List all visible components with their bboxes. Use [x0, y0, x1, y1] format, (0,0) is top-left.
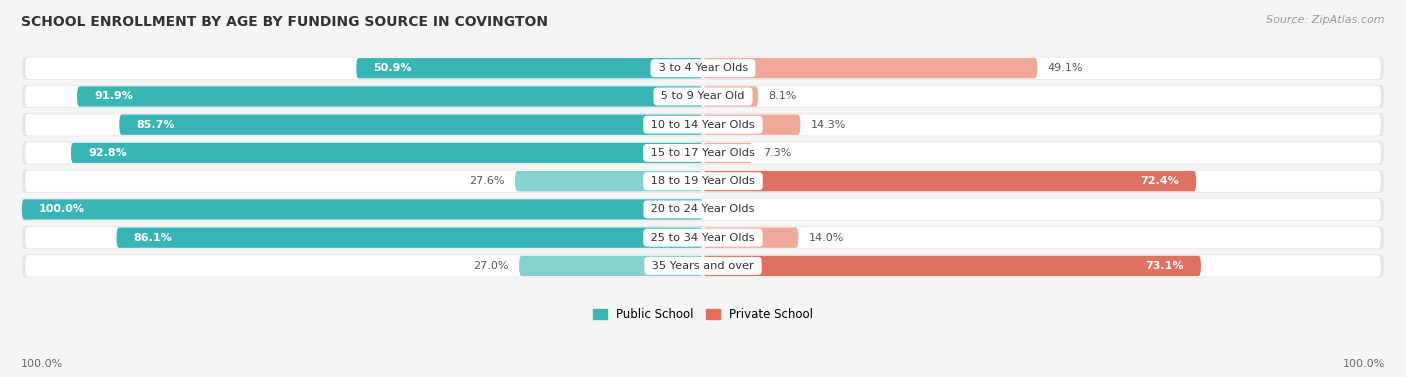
FancyBboxPatch shape [25, 86, 1381, 107]
Text: SCHOOL ENROLLMENT BY AGE BY FUNDING SOURCE IN COVINGTON: SCHOOL ENROLLMENT BY AGE BY FUNDING SOUR… [21, 15, 548, 29]
FancyBboxPatch shape [703, 58, 1038, 78]
Text: 15 to 17 Year Olds: 15 to 17 Year Olds [647, 148, 759, 158]
FancyBboxPatch shape [22, 85, 1384, 108]
FancyBboxPatch shape [22, 113, 1384, 136]
Text: Source: ZipAtlas.com: Source: ZipAtlas.com [1267, 15, 1385, 25]
FancyBboxPatch shape [519, 256, 703, 276]
FancyBboxPatch shape [703, 256, 1201, 276]
Text: 73.1%: 73.1% [1146, 261, 1184, 271]
Text: 49.1%: 49.1% [1047, 63, 1083, 73]
FancyBboxPatch shape [22, 141, 1384, 164]
FancyBboxPatch shape [356, 58, 703, 78]
Text: 20 to 24 Year Olds: 20 to 24 Year Olds [647, 204, 759, 215]
FancyBboxPatch shape [70, 143, 703, 163]
Legend: Public School, Private School: Public School, Private School [588, 303, 818, 326]
Text: 86.1%: 86.1% [134, 233, 173, 243]
FancyBboxPatch shape [22, 254, 1384, 277]
FancyBboxPatch shape [77, 86, 703, 107]
FancyBboxPatch shape [703, 115, 800, 135]
Text: 35 Years and over: 35 Years and over [648, 261, 758, 271]
Text: 91.9%: 91.9% [94, 92, 134, 101]
Text: 100.0%: 100.0% [21, 359, 63, 369]
Text: 100.0%: 100.0% [39, 204, 84, 215]
Text: 8.1%: 8.1% [769, 92, 797, 101]
Text: 27.0%: 27.0% [474, 261, 509, 271]
Text: 10 to 14 Year Olds: 10 to 14 Year Olds [647, 120, 759, 130]
Text: 50.9%: 50.9% [374, 63, 412, 73]
FancyBboxPatch shape [22, 199, 703, 219]
FancyBboxPatch shape [703, 227, 799, 248]
FancyBboxPatch shape [22, 198, 1384, 221]
Text: 18 to 19 Year Olds: 18 to 19 Year Olds [647, 176, 759, 186]
FancyBboxPatch shape [22, 170, 1384, 193]
Text: 14.3%: 14.3% [811, 120, 846, 130]
FancyBboxPatch shape [120, 115, 703, 135]
FancyBboxPatch shape [22, 226, 1384, 249]
FancyBboxPatch shape [25, 199, 1381, 220]
FancyBboxPatch shape [117, 227, 703, 248]
Text: 100.0%: 100.0% [1343, 359, 1385, 369]
Text: 72.4%: 72.4% [1140, 176, 1180, 186]
FancyBboxPatch shape [703, 171, 1197, 192]
FancyBboxPatch shape [25, 170, 1381, 192]
FancyBboxPatch shape [703, 86, 758, 107]
Text: 92.8%: 92.8% [89, 148, 127, 158]
FancyBboxPatch shape [25, 142, 1381, 164]
Text: 27.6%: 27.6% [470, 176, 505, 186]
Text: 25 to 34 Year Olds: 25 to 34 Year Olds [647, 233, 759, 243]
FancyBboxPatch shape [25, 227, 1381, 248]
Text: 3 to 4 Year Olds: 3 to 4 Year Olds [655, 63, 751, 73]
FancyBboxPatch shape [25, 58, 1381, 79]
FancyBboxPatch shape [515, 171, 703, 192]
FancyBboxPatch shape [703, 143, 752, 163]
Text: 7.3%: 7.3% [763, 148, 792, 158]
Text: 5 to 9 Year Old: 5 to 9 Year Old [658, 92, 748, 101]
Text: 85.7%: 85.7% [136, 120, 174, 130]
FancyBboxPatch shape [22, 57, 1384, 80]
Text: 14.0%: 14.0% [808, 233, 844, 243]
FancyBboxPatch shape [25, 114, 1381, 135]
FancyBboxPatch shape [25, 255, 1381, 277]
